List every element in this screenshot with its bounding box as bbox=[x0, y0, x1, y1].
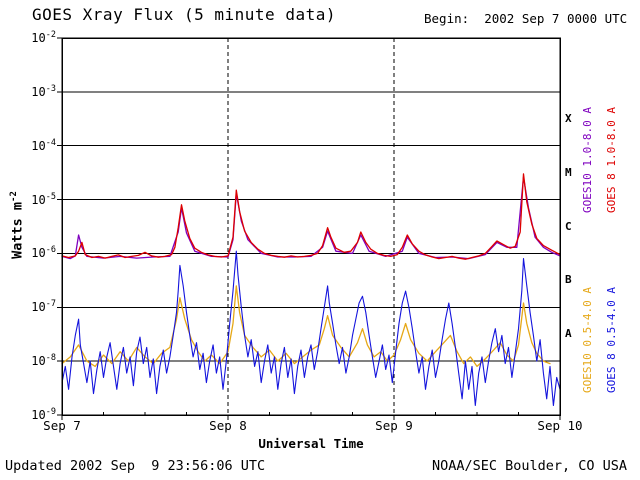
flare-class-label: B bbox=[565, 273, 572, 287]
y-axis-title-exponent: -2 bbox=[9, 191, 19, 202]
chart-title: GOES Xray Flux (5 minute data) bbox=[32, 5, 336, 24]
legend-goes10-short-label: GOES10 0.5-4.0 A bbox=[581, 287, 594, 393]
flare-class-scale: X M C B A bbox=[563, 0, 583, 480]
x-tick-label: Sep 7 bbox=[43, 418, 81, 433]
y-tick-label: 10-2 bbox=[31, 30, 56, 45]
y-tick-label: 10-7 bbox=[31, 299, 56, 315]
y-tick-label: 10-4 bbox=[31, 137, 56, 153]
x-axis-tick-labels: Sep 7 Sep 8 Sep 9 Sep 10 bbox=[0, 418, 640, 434]
source-credit: NOAA/SEC Boulder, CO USA bbox=[432, 458, 628, 474]
updated-timestamp: Updated 2002 Sep 9 23:56:06 UTC bbox=[5, 458, 266, 474]
y-tick-label: 10-5 bbox=[31, 191, 56, 207]
x-tick-label: Sep 8 bbox=[209, 418, 247, 433]
flare-class-label: M bbox=[565, 165, 572, 179]
x-tick-label: Sep 9 bbox=[375, 418, 413, 433]
legend-goes10-long-label: GOES10 1.0-8.0 A bbox=[581, 107, 594, 213]
y-axis-title-text: Watts m bbox=[9, 201, 26, 259]
legend-goes8-long-label: GOES 8 1.0-8.0 A bbox=[605, 107, 618, 213]
begin-time-label: Begin: 2002 Sep 7 0000 UTC bbox=[424, 11, 628, 26]
y-tick-label: 10-6 bbox=[31, 245, 56, 261]
y-tick-label: 10-8 bbox=[31, 353, 56, 369]
y-tick-label: 10-9 bbox=[31, 407, 56, 422]
y-axis-tick-labels: 10-2 10-3 10-4 10-5 10-6 10-7 10-8 10-9 bbox=[16, 0, 58, 480]
y-axis-title: Watts m-2 bbox=[5, 165, 26, 285]
flare-class-label: X bbox=[565, 111, 572, 125]
flare-class-label: A bbox=[565, 327, 572, 341]
flare-class-label: C bbox=[565, 219, 572, 233]
x-axis-title: Universal Time bbox=[258, 436, 364, 451]
y-tick-label: 10-3 bbox=[31, 83, 56, 99]
legend-goes8-short-label: GOES 8 0.5-4.0 A bbox=[605, 287, 618, 393]
x-tick-label: Sep 10 bbox=[537, 418, 583, 433]
